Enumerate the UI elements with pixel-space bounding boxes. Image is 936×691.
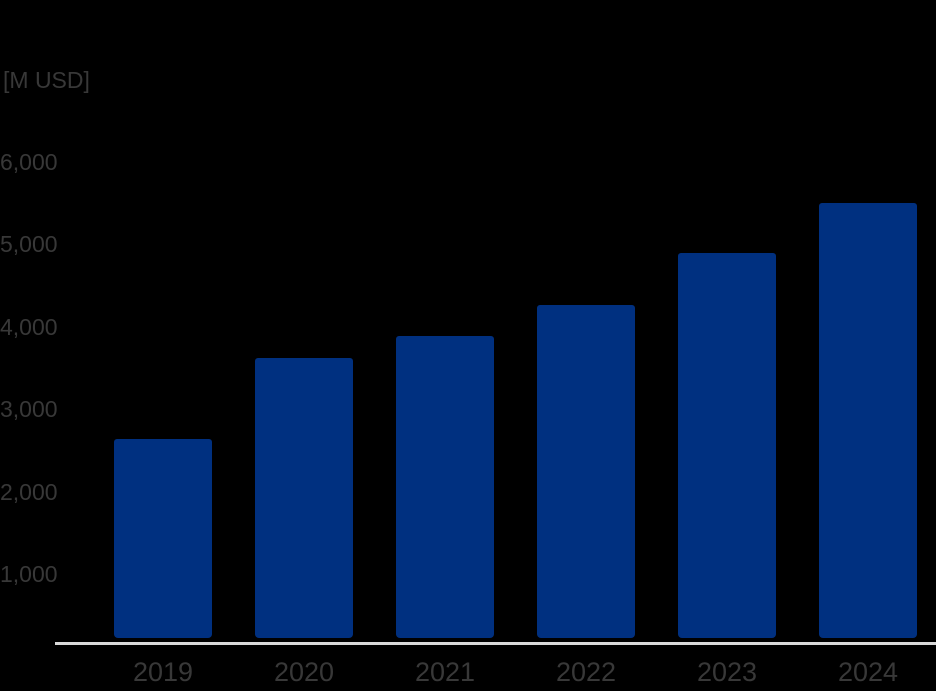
- x-tick-label: 2019: [132, 657, 194, 687]
- x-axis-line: [55, 642, 936, 645]
- y-axis-unit-label: [M USD]: [3, 67, 90, 93]
- bar-2019: [114, 438, 212, 638]
- x-tick-label: 2022: [555, 657, 617, 687]
- y-tick-label: 3,000: [0, 396, 58, 423]
- y-tick-label: 1,000: [0, 561, 58, 588]
- bar-2020: [255, 357, 353, 638]
- x-tick-label: 2021: [414, 657, 476, 687]
- x-tick-label: 2023: [696, 657, 758, 687]
- y-tick-label: 2,000: [0, 478, 58, 505]
- bar-2024: [819, 202, 917, 638]
- y-tick-label: 4,000: [0, 313, 58, 340]
- x-tick-label: 2024: [837, 657, 899, 687]
- y-tick-label: 6,000: [0, 148, 58, 175]
- x-tick-label: 2020: [273, 657, 335, 687]
- bar-2021: [396, 336, 494, 638]
- y-tick-label: 5,000: [0, 231, 58, 258]
- bar-2022: [537, 305, 635, 638]
- bar-2023: [678, 253, 776, 638]
